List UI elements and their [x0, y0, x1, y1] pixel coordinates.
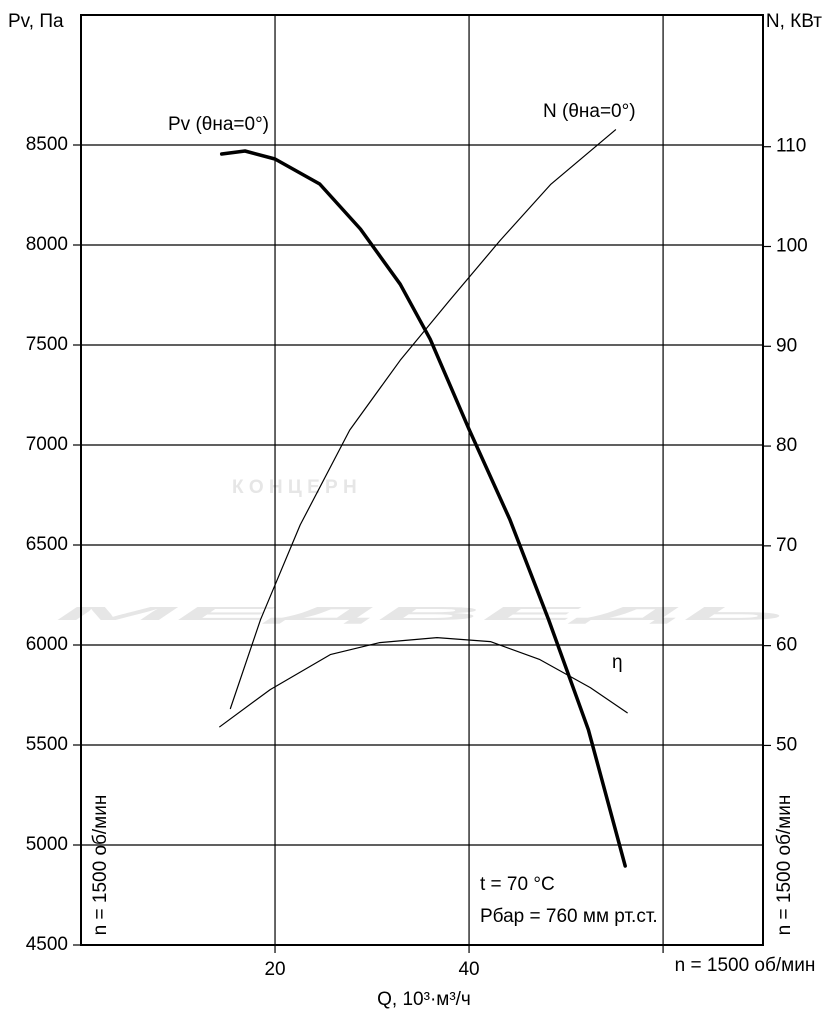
speed-note: n = 1500 об/мин	[774, 795, 795, 936]
y-tick-label: 4500	[26, 934, 68, 955]
series-label: Pv (θна=0°)	[168, 114, 269, 135]
y2-tick-label: 80	[776, 435, 797, 456]
x-tick-label: 20	[264, 959, 285, 980]
y-tick-label: 7000	[26, 434, 68, 455]
y2-axis-title: N, КВт	[766, 11, 822, 32]
x-axis-title: Q, 10³·м³/ч	[377, 989, 471, 1010]
speed-note: n = 1500 об/мин	[90, 795, 111, 936]
y2-tick-label: 110	[776, 136, 806, 157]
series-label: N (θна=0°)	[543, 101, 636, 122]
watermark-main: МЕДВЕДЬ	[55, 604, 785, 625]
series-line	[219, 149, 627, 868]
series-line	[219, 637, 628, 728]
x-tick-label: 40	[458, 959, 479, 980]
y2-tick-label: 50	[776, 734, 797, 755]
watermark-top: К О Н Ц Е Р Н	[232, 477, 357, 498]
y-tick-label: 6500	[26, 534, 68, 555]
series-label: η	[612, 652, 623, 673]
y2-tick-label: 70	[776, 535, 797, 556]
y-tick-label: 8500	[26, 134, 68, 155]
speed-note: n = 1500 об/мин	[675, 955, 816, 976]
y-tick-label: 7500	[26, 334, 68, 355]
y-tick-label: 8000	[26, 234, 68, 255]
y-axis-title: Pv, Па	[8, 11, 64, 32]
y-tick-label: 6000	[26, 634, 68, 655]
y2-tick-label: 60	[776, 635, 797, 656]
y-tick-label: 5500	[26, 734, 68, 755]
annotation: Рбар = 760 мм рт.ст.	[480, 906, 658, 927]
annotation: t = 70 °C	[480, 874, 555, 895]
y-tick-label: 5000	[26, 834, 68, 855]
series-line	[229, 129, 617, 710]
y2-tick-label: 90	[776, 335, 797, 356]
y2-tick-label: 100	[776, 236, 808, 257]
